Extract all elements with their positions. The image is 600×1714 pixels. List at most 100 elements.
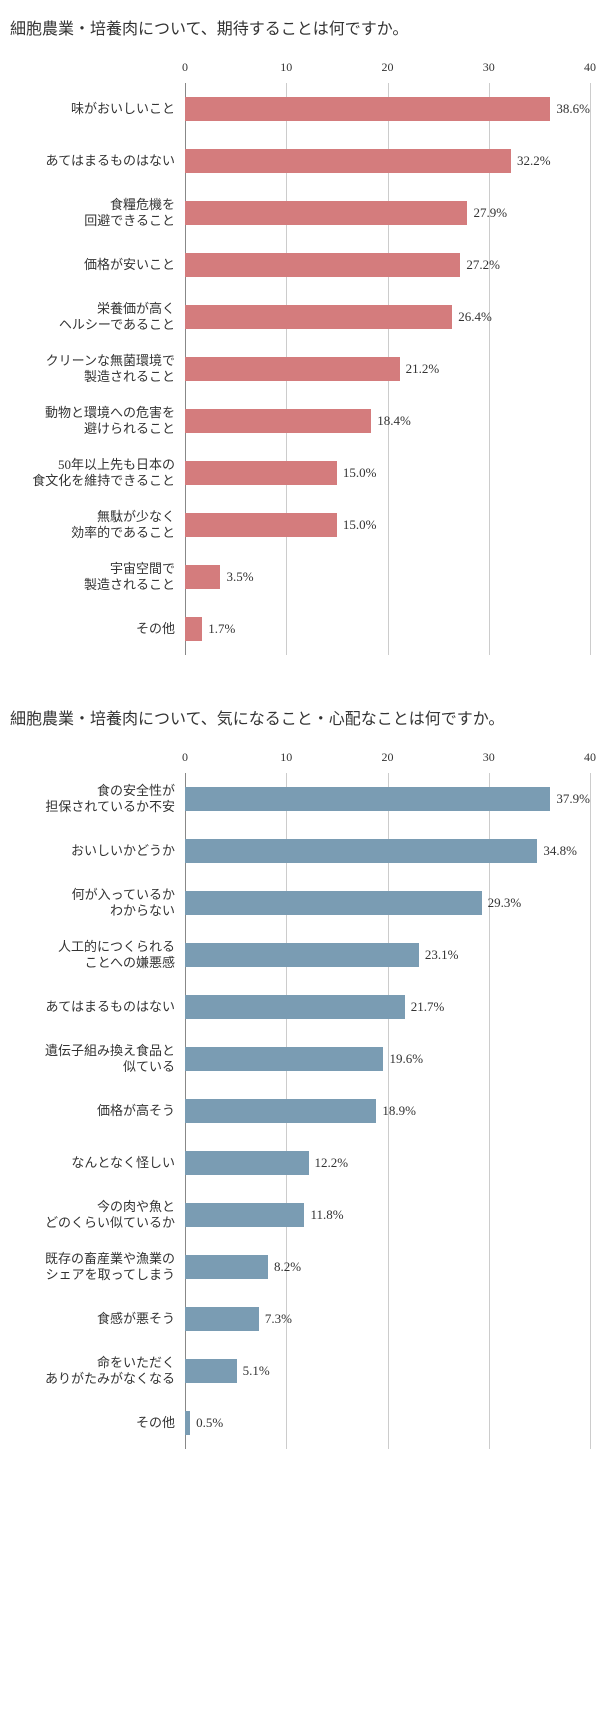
bar-value: 15.0% <box>343 517 377 533</box>
bar <box>185 1047 383 1071</box>
bar-row: 無駄が少なく効率的であること 15.0% <box>10 499 590 551</box>
bar-label-line: 栄養価が高く <box>97 301 175 316</box>
bar-value: 23.1% <box>425 947 459 963</box>
bar-value: 5.1% <box>243 1363 270 1379</box>
bar-row: 栄養価が高くヘルシーであること 26.4% <box>10 291 590 343</box>
bar-value: 18.4% <box>377 413 411 429</box>
bar <box>185 1411 190 1435</box>
bar-value: 37.9% <box>556 791 590 807</box>
bar-label-line: おいしいかどうか <box>71 843 175 858</box>
bar-label-line: 食糧危機を <box>110 197 175 212</box>
bar-label: クリーンな無菌環境で製造されること <box>10 353 185 386</box>
bar <box>185 1099 376 1123</box>
axis-labels: 010203040[%] <box>185 747 590 767</box>
bar <box>185 839 537 863</box>
bar-label-line: 回避できること <box>84 213 175 228</box>
bar-track: 18.4% <box>185 409 590 433</box>
bar <box>185 97 550 121</box>
bar-label-line: その他 <box>136 621 175 636</box>
bar-label: 食感が悪そう <box>10 1311 185 1327</box>
axis-tick: 0 <box>182 750 188 765</box>
chart-title: 細胞農業・培養肉について、期待することは何ですか。 <box>10 15 590 39</box>
bar-label: 味がおいしいこと <box>10 101 185 117</box>
bar-value: 21.7% <box>411 999 445 1015</box>
bar-value: 18.9% <box>382 1103 416 1119</box>
bar-label-line: 食文化を維持できること <box>32 473 175 488</box>
axis-tick: 0 <box>182 60 188 75</box>
bar-label: 価格が高そう <box>10 1103 185 1119</box>
axis-tick: 10 <box>280 750 292 765</box>
bar-track: 3.5% <box>185 565 590 589</box>
bar-label: 人工的につくられることへの嫌悪感 <box>10 939 185 972</box>
bar-value: 26.4% <box>458 309 492 325</box>
bar-label-line: 50年以上先も日本の <box>58 457 175 472</box>
bar-label-line: ありがたみがなくなる <box>45 1371 175 1386</box>
gridline <box>590 773 591 1449</box>
bar <box>185 943 419 967</box>
bar-row: 食糧危機を回避できること27.9% <box>10 187 590 239</box>
bar <box>185 149 511 173</box>
bar-value: 21.2% <box>406 361 440 377</box>
axis-row: 010203040[%] <box>10 57 590 77</box>
axis-labels: 010203040[%] <box>185 57 590 77</box>
bar-label: 無駄が少なく効率的であること <box>10 509 185 542</box>
bar-label: あてはまるものはない <box>10 153 185 169</box>
bar-label: 50年以上先も日本の食文化を維持できること <box>10 457 185 490</box>
bars-container: 味がおいしいこと38.6%あてはまるものはない32.2%食糧危機を回避できること… <box>10 83 590 655</box>
bar-track: 23.1% <box>185 943 590 967</box>
bar-label: 何が入っているかわからない <box>10 887 185 920</box>
bar-row: おいしいかどうか 34.8% <box>10 825 590 877</box>
bar-row: その他0.5% <box>10 1397 590 1449</box>
bar-value: 12.2% <box>315 1155 349 1171</box>
bar <box>185 995 405 1019</box>
bar-label: 食糧危機を回避できること <box>10 197 185 230</box>
bar <box>185 253 460 277</box>
bar-value: 19.6% <box>389 1051 423 1067</box>
bar-label: 栄養価が高くヘルシーであること <box>10 301 185 334</box>
bar-track: 15.0% <box>185 461 590 485</box>
bar-label-line: 食感が悪そう <box>97 1311 175 1326</box>
bar-label-line: 避けられること <box>84 421 175 436</box>
bar-row: 価格が安いこと27.2% <box>10 239 590 291</box>
bar-label-line: 宇宙空間で <box>110 561 175 576</box>
bar-track: 37.9% <box>185 787 590 811</box>
bar <box>185 1307 259 1331</box>
bar-value: 3.5% <box>226 569 253 585</box>
bar-row: 価格が高そう 18.9% <box>10 1085 590 1137</box>
bar-label-line: 動物と環境への危害を <box>45 405 175 420</box>
bar <box>185 513 337 537</box>
bar-label: 命をいただくありがたみがなくなる <box>10 1355 185 1388</box>
bar-label: 今の肉や魚とどのくらい似ているか <box>10 1199 185 1232</box>
bar-value: 1.7% <box>208 621 235 637</box>
chart-block: 細胞農業・培養肉について、期待することは何ですか。 010203040[%] 味がお… <box>10 15 590 655</box>
bar-label-line: 無駄が少なく <box>97 509 175 524</box>
bar-row: あてはまるものはない 21.7% <box>10 981 590 1033</box>
bar-value: 8.2% <box>274 1259 301 1275</box>
bar-value: 38.6% <box>556 101 590 117</box>
bar-label-line: ことへの嫌悪感 <box>85 955 175 970</box>
bar-track: 1.7% <box>185 617 590 641</box>
bar <box>185 565 220 589</box>
bar-label: 既存の畜産業や漁業のシェアを取ってしまう <box>10 1251 185 1284</box>
bar-track: 34.8% <box>185 839 590 863</box>
axis-tick: 40 <box>584 60 596 75</box>
bar-label-line: 何が入っているか <box>72 887 175 902</box>
bar-value: 34.8% <box>543 843 577 859</box>
bar-value: 0.5% <box>196 1415 223 1431</box>
bar <box>185 1359 237 1383</box>
bar-row: 50年以上先も日本の食文化を維持できること15.0% <box>10 447 590 499</box>
bar-row: 遺伝子組み換え食品と似ている19.6% <box>10 1033 590 1085</box>
bar-label-line: 遺伝子組み換え食品と <box>45 1043 175 1058</box>
bar-label-line: どのくらい似ているか <box>45 1215 175 1230</box>
bar-track: 27.9% <box>185 201 590 225</box>
bar-label-line: 価格が高そう <box>97 1103 175 1118</box>
bar <box>185 1203 304 1227</box>
bar <box>185 891 482 915</box>
bar-track: 0.5% <box>185 1411 590 1435</box>
bar-label-line: なんとなく怪しい <box>71 1155 175 1170</box>
bar-track: 27.2% <box>185 253 590 277</box>
gridline <box>590 83 591 655</box>
bar-label-line: 命をいただく <box>97 1355 175 1370</box>
bar-label: あてはまるものはない <box>10 999 185 1015</box>
bar-label: なんとなく怪しい <box>10 1155 185 1171</box>
